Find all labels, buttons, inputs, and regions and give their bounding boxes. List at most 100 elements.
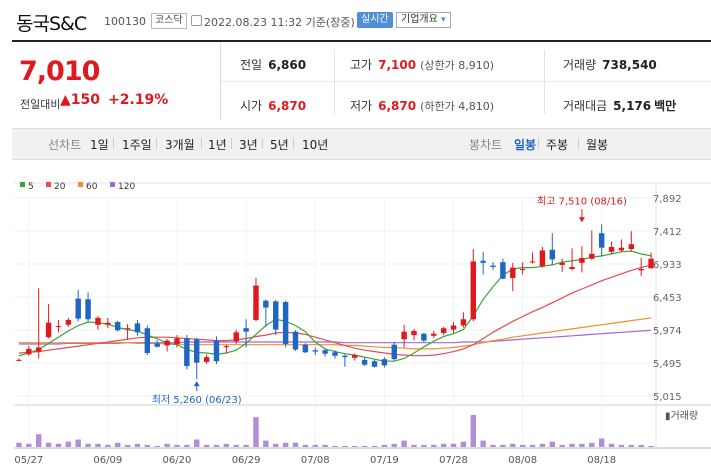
candle xyxy=(263,300,269,308)
volume-bar xyxy=(75,439,81,447)
volume-bar xyxy=(35,434,42,447)
volume-bar xyxy=(194,439,200,447)
candle xyxy=(16,359,22,361)
volume-bar xyxy=(154,445,160,447)
stat-value: 6,860 xyxy=(268,58,307,72)
candle xyxy=(75,298,81,319)
candle xyxy=(500,262,506,279)
tab-3y[interactable]: 3년 xyxy=(239,138,258,152)
stat-unit: 백만 xyxy=(654,99,677,113)
volume-bar xyxy=(431,444,437,447)
volume-bar xyxy=(421,444,427,447)
tab-divider xyxy=(262,138,263,149)
company-info-label: 기업개요 xyxy=(401,14,438,25)
change-amount: 150 xyxy=(70,92,101,108)
ma60-line xyxy=(18,317,652,350)
header-divider xyxy=(12,40,711,42)
tab-monthly[interactable]: 월봉 xyxy=(586,138,609,152)
candle xyxy=(322,350,328,354)
candle xyxy=(480,260,486,263)
high-annotation: 최고 7,510 (08/16) xyxy=(537,195,627,207)
candle xyxy=(35,347,42,352)
candle xyxy=(589,253,595,259)
candle xyxy=(529,261,536,263)
candle xyxy=(95,317,101,325)
candle xyxy=(184,338,190,367)
up-arrow-icon: ▲ xyxy=(60,92,71,108)
volume-bar xyxy=(164,443,170,447)
realtime-button[interactable]: 실시간 xyxy=(357,12,393,28)
x-tick-label: 08/08 xyxy=(508,455,537,466)
tab-candle-chart[interactable]: 봉차트 xyxy=(469,138,503,152)
y-tick-label: 6,933 xyxy=(653,260,682,271)
candle xyxy=(144,328,151,353)
volume-bar xyxy=(381,444,388,447)
tab-divider xyxy=(156,138,157,149)
volume-bar xyxy=(618,444,625,447)
volume-bar xyxy=(263,440,269,447)
volume-bar xyxy=(273,443,279,447)
candle xyxy=(55,326,62,328)
volume-bar xyxy=(391,443,397,447)
candle xyxy=(154,343,160,347)
candle xyxy=(213,340,220,362)
volume-bar xyxy=(144,444,151,447)
tab-5y[interactable]: 5년 xyxy=(270,138,289,152)
candle xyxy=(243,328,249,332)
y-tick-label: 7,892 xyxy=(653,194,682,205)
candle xyxy=(490,265,496,267)
stat-label: 저가 xyxy=(350,99,373,113)
tab-divider xyxy=(113,138,114,149)
stat-low: 저가 6,870 (하한가 4,810) xyxy=(350,97,494,114)
clock-icon xyxy=(191,15,202,26)
high-arrow-head xyxy=(578,217,585,223)
legend-label: 60 xyxy=(86,182,98,192)
tab-1w[interactable]: 1주일 xyxy=(122,138,152,152)
volume-bar xyxy=(648,445,654,447)
candle xyxy=(371,361,378,367)
tab-daily[interactable]: 일봉 xyxy=(514,138,537,152)
tab-10y[interactable]: 10년 xyxy=(302,138,329,152)
candle xyxy=(549,249,556,260)
volume-bar xyxy=(45,442,52,447)
volume-bar xyxy=(85,443,91,447)
candle xyxy=(233,332,239,342)
tab-line-chart[interactable]: 선차트 xyxy=(48,138,82,152)
candle xyxy=(440,328,447,334)
stat-label: 고가 xyxy=(350,58,373,72)
candle xyxy=(65,319,72,325)
x-tick-label: 07/08 xyxy=(301,455,330,466)
stats-divider xyxy=(544,50,545,114)
stats-row-divider xyxy=(221,81,711,82)
tab-1d[interactable]: 1일 xyxy=(90,138,109,152)
candle xyxy=(203,357,210,362)
candle xyxy=(618,247,625,251)
tab-divider xyxy=(538,138,539,149)
candle xyxy=(470,261,476,320)
volume-bar xyxy=(500,444,506,447)
y-tick-label: 7,412 xyxy=(653,227,682,238)
price-summary: 7,010 전일대비 ▲150 +2.19% xyxy=(12,42,221,120)
change-rate: +2.19% xyxy=(108,92,169,108)
tab-3m[interactable]: 3개월 xyxy=(165,138,195,152)
candle xyxy=(450,325,457,330)
ma20-line xyxy=(18,264,652,357)
volume-bar xyxy=(292,442,299,447)
company-info-dropdown[interactable]: 기업개요 ▾ xyxy=(396,12,451,28)
volume-bar xyxy=(302,444,309,447)
stat-value: 5,176 xyxy=(613,99,652,113)
candle xyxy=(539,250,546,267)
volume-bar xyxy=(589,442,595,447)
volume-bar xyxy=(174,444,180,447)
candle xyxy=(105,322,111,325)
volume-bar xyxy=(213,444,220,447)
candle xyxy=(342,355,348,358)
candle xyxy=(253,285,259,320)
volume-bar xyxy=(26,443,32,447)
tab-1y[interactable]: 1년 xyxy=(208,138,227,152)
stock-name: 동국S&C xyxy=(16,13,87,35)
volume-bar xyxy=(16,442,22,447)
tab-weekly[interactable]: 주봉 xyxy=(546,138,569,152)
candle xyxy=(223,346,230,348)
